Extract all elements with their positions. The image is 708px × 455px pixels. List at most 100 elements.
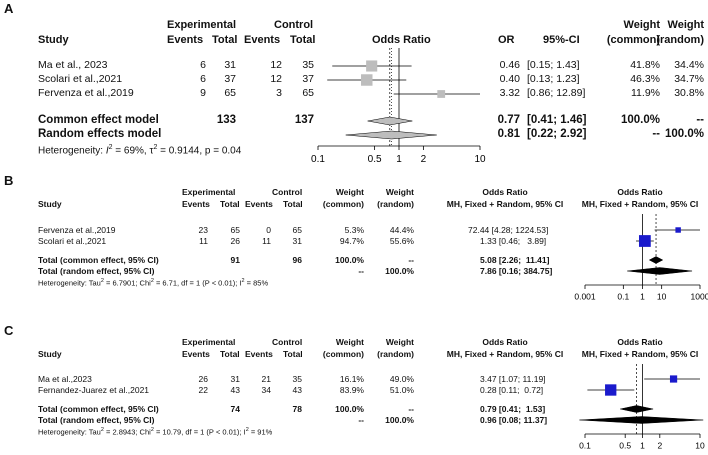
- panel-b: B Experimental Control Weight Weight Odd…: [0, 172, 708, 312]
- or-ci: 72.44 [4.28; 1224.53]: [468, 225, 549, 235]
- col-weight-common: (common): [606, 34, 660, 46]
- exp-total: 43: [230, 385, 240, 395]
- panel-label: A: [4, 1, 14, 16]
- col-odds-ratio: Odds Ratio: [372, 34, 431, 46]
- exp-events: 9: [200, 87, 206, 99]
- col-ctl-total: Total: [283, 199, 303, 209]
- random-weight-common: --: [652, 128, 660, 140]
- ctl-events: 3: [276, 87, 282, 99]
- col-study: Study: [38, 34, 69, 46]
- effect-square: [361, 74, 373, 86]
- heterogeneity-text: Heterogeneity: Tau2 = 6.7901; Chi2 = 6.7…: [38, 278, 269, 288]
- common-weight-random: --: [696, 114, 704, 126]
- exp-total: 37: [224, 73, 236, 85]
- col-experimental: Experimental: [182, 187, 236, 197]
- col-weight-random: (random): [656, 34, 704, 46]
- col-experimental: Experimental: [182, 337, 236, 347]
- study-name: Fernandez-Juarez et al.,2021: [38, 385, 150, 395]
- common-exp-total: 91: [230, 255, 240, 265]
- ci-value: [0.86; 12.89]: [527, 87, 586, 99]
- common-weight-random: --: [408, 404, 414, 414]
- random-effect-diamond: [627, 267, 693, 275]
- random-weight-random: 100.0%: [385, 415, 414, 425]
- common-weight-common: 100.0%: [335, 404, 364, 414]
- heterogeneity-text: Heterogeneity: I2 = 69%, τ2 = 0.9144, p …: [38, 144, 242, 157]
- weight-common: 5.3%: [344, 225, 364, 235]
- ctl-events: 0: [266, 225, 271, 235]
- tick-label: 2: [421, 154, 427, 165]
- effect-square: [675, 227, 681, 233]
- col-ctl-events: Events: [244, 34, 281, 46]
- random-or-ci: 7.86 [0.16; 384.75]: [480, 266, 553, 276]
- weight-common: 11.9%: [631, 87, 660, 99]
- col-experimental: Experimental: [167, 19, 237, 31]
- exp-total: 65: [224, 87, 236, 99]
- weight-random: 34.7%: [674, 73, 704, 85]
- exp-events: 11: [199, 236, 208, 246]
- exp-total: 31: [230, 374, 240, 384]
- ctl-total: 65: [302, 87, 314, 99]
- exp-events: 6: [200, 59, 206, 71]
- col-exp-total: Total: [220, 349, 240, 359]
- weight-common: 94.7%: [339, 236, 364, 246]
- study-name: Scolari et al.,2021: [38, 73, 123, 85]
- exp-events: 23: [198, 225, 208, 235]
- col-weight-random: (random): [377, 349, 414, 359]
- ci-value: [0.13; 1.23]: [527, 73, 580, 85]
- common-effect-diamond: [367, 116, 413, 126]
- col-ctl-events: Events: [245, 199, 273, 209]
- col-control: Control: [274, 19, 314, 31]
- col-study: Study: [38, 199, 62, 209]
- or-ci: 1.33 [0.46; 3.89]: [480, 236, 547, 246]
- ci-value: [0.15; 1.43]: [527, 59, 580, 71]
- ctl-events: 21: [261, 374, 271, 384]
- common-label: Total (common effect, 95% CI): [38, 404, 159, 414]
- study-name: Ma et al.,2023: [38, 374, 92, 384]
- col-exp-events: Events: [182, 349, 210, 359]
- exp-total: 26: [230, 236, 240, 246]
- forest-plot-b: 0.001 0.1 1 10 1000: [574, 214, 708, 302]
- ctl-total: 37: [302, 73, 314, 85]
- common-label: Common effect model: [38, 114, 159, 126]
- random-label: Total (random effect, 95% CI): [38, 415, 155, 425]
- common-exp-total: 133: [216, 114, 236, 126]
- effect-square: [669, 375, 678, 383]
- col-control: Control: [272, 187, 303, 197]
- ctl-events: 11: [262, 236, 271, 246]
- col-ctl-total: Total: [283, 349, 303, 359]
- col-weight-random: (random): [377, 199, 414, 209]
- tick-label: 0.5: [368, 154, 382, 165]
- or-value: 3.32: [499, 87, 520, 99]
- common-ci: [0.41; 1.46]: [527, 114, 587, 126]
- common-exp-total: 74: [230, 404, 240, 414]
- col-weight-random-top: Weight: [385, 337, 414, 347]
- ctl-total: 35: [292, 374, 302, 384]
- tick-label: 10: [474, 154, 486, 165]
- tick-label: 0.5: [619, 441, 631, 451]
- tick-label: 1: [640, 441, 645, 451]
- ctl-total: 65: [292, 225, 302, 235]
- col-control: Control: [272, 337, 303, 347]
- forest-plot-c: 0.1 0.5 1 2 10: [579, 364, 705, 451]
- col-ctl-events: Events: [245, 349, 273, 359]
- col-exp-events: Events: [182, 199, 210, 209]
- col-exp-events: Events: [167, 34, 204, 46]
- weight-random: 51.0%: [389, 385, 414, 395]
- col-weight-random-top: Weight: [667, 19, 704, 31]
- forest-plot-a: 0.1 0.5 1 2 10: [311, 48, 486, 165]
- col-ctl-total: Total: [290, 34, 316, 46]
- exp-events: 6: [200, 73, 206, 85]
- col-weight-common-top: Weight: [623, 19, 660, 31]
- common-weight-random: --: [408, 255, 414, 265]
- tick-label: 1: [640, 292, 645, 302]
- weight-random: 30.8%: [674, 87, 704, 99]
- common-label: Total (common effect, 95% CI): [38, 255, 159, 265]
- weight-random: 49.0%: [389, 374, 414, 384]
- weight-random: 55.6%: [389, 236, 414, 246]
- study-name: Fervenza et al.,2019: [38, 225, 116, 235]
- col-study: Study: [38, 349, 62, 359]
- ctl-total: 31: [292, 236, 302, 246]
- random-weight-random: 100.0%: [664, 128, 704, 140]
- plot-title: Odds Ratio: [617, 337, 663, 347]
- weight-common: 83.9%: [339, 385, 364, 395]
